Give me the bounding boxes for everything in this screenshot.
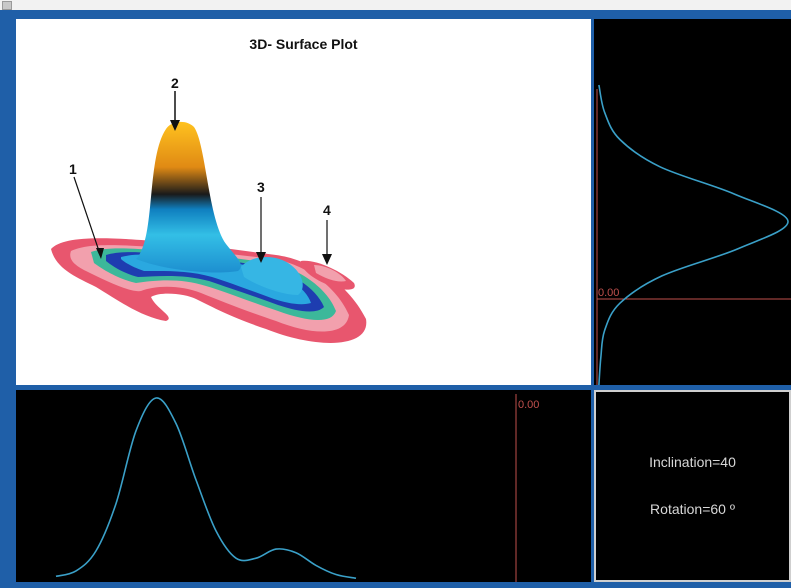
surface-plot bbox=[51, 91, 367, 343]
horizontal-zero-label: 0.00 bbox=[518, 399, 539, 411]
vertical-profile-panel: 0.00 bbox=[594, 19, 791, 385]
vertical-profile-chart: 0.00 bbox=[596, 84, 791, 385]
callout-label-1: 1 bbox=[69, 161, 77, 177]
callout-label-4: 4 bbox=[323, 202, 331, 218]
callout-arrowhead-2 bbox=[170, 120, 180, 131]
window-icon bbox=[2, 1, 12, 10]
main-peak bbox=[136, 121, 241, 273]
callout-arrowhead-3 bbox=[256, 252, 266, 263]
view-info-panel: Inclination=40 Rotation=60 º bbox=[594, 390, 791, 582]
horizontal-profile-panel: 0.00 bbox=[16, 390, 591, 582]
secondary-peak bbox=[241, 256, 303, 295]
isolated-peak-inner bbox=[314, 265, 346, 282]
horizontal-profile-chart: 0.00 bbox=[55, 394, 539, 582]
rotation-readout: Rotation=60 º bbox=[650, 501, 735, 517]
horizontal-profile-line bbox=[55, 397, 357, 579]
callout-label-2: 2 bbox=[171, 75, 179, 91]
plot-title: 3D- Surface Plot bbox=[249, 36, 358, 52]
callout-arrowhead-1 bbox=[96, 248, 104, 259]
vertical-zero-label: 0.00 bbox=[598, 287, 619, 299]
vertical-profile-line bbox=[598, 84, 789, 385]
callout-arrowhead-4 bbox=[322, 254, 332, 265]
callout-arrow-1 bbox=[73, 176, 102, 258]
surface-plot-panel: 3D- Surface Plot bbox=[16, 19, 591, 385]
inclination-readout: Inclination=40 bbox=[649, 454, 736, 470]
callout-label-3: 3 bbox=[257, 179, 265, 195]
window-top-strip bbox=[0, 0, 791, 10]
